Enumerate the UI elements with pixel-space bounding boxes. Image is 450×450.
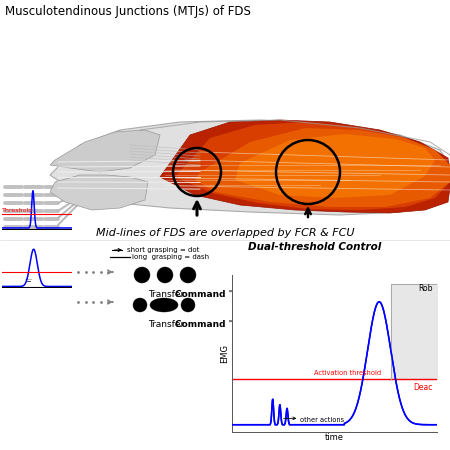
- Text: Transfer: Transfer: [148, 290, 187, 299]
- Circle shape: [181, 298, 195, 312]
- Text: short grasping = dot: short grasping = dot: [127, 247, 199, 253]
- Circle shape: [157, 267, 173, 283]
- Polygon shape: [235, 134, 435, 198]
- Text: Mid-lines of FDS are overlapped by FCR & FCU: Mid-lines of FDS are overlapped by FCR &…: [96, 228, 354, 238]
- Text: Transfer: Transfer: [148, 320, 187, 329]
- Polygon shape: [175, 122, 450, 210]
- Circle shape: [133, 298, 147, 312]
- Text: Threshold: Threshold: [2, 208, 33, 213]
- Polygon shape: [50, 130, 160, 172]
- Text: Musculotendinous Junctions (MTJs) of FDS: Musculotendinous Junctions (MTJs) of FDS: [5, 5, 251, 18]
- Text: other actions: other actions: [300, 417, 344, 423]
- Polygon shape: [50, 120, 450, 215]
- Text: Rob: Rob: [418, 284, 432, 292]
- Text: Dual-threshold Control: Dual-threshold Control: [248, 242, 381, 252]
- Y-axis label: EMG: EMG: [220, 344, 229, 363]
- Text: ——: ——: [25, 277, 33, 281]
- Polygon shape: [160, 120, 450, 213]
- Polygon shape: [50, 175, 148, 210]
- X-axis label: time: time: [324, 433, 344, 442]
- Text: Deac: Deac: [413, 383, 432, 392]
- Circle shape: [180, 267, 196, 283]
- Text: Activation threshold: Activation threshold: [314, 369, 381, 376]
- Circle shape: [134, 267, 150, 283]
- Text: Command "A": Command "A": [175, 290, 245, 299]
- Text: long  grasping = dash: long grasping = dash: [132, 254, 209, 260]
- Polygon shape: [195, 128, 450, 207]
- Ellipse shape: [150, 298, 178, 312]
- Text: Command "B": Command "B": [175, 320, 245, 329]
